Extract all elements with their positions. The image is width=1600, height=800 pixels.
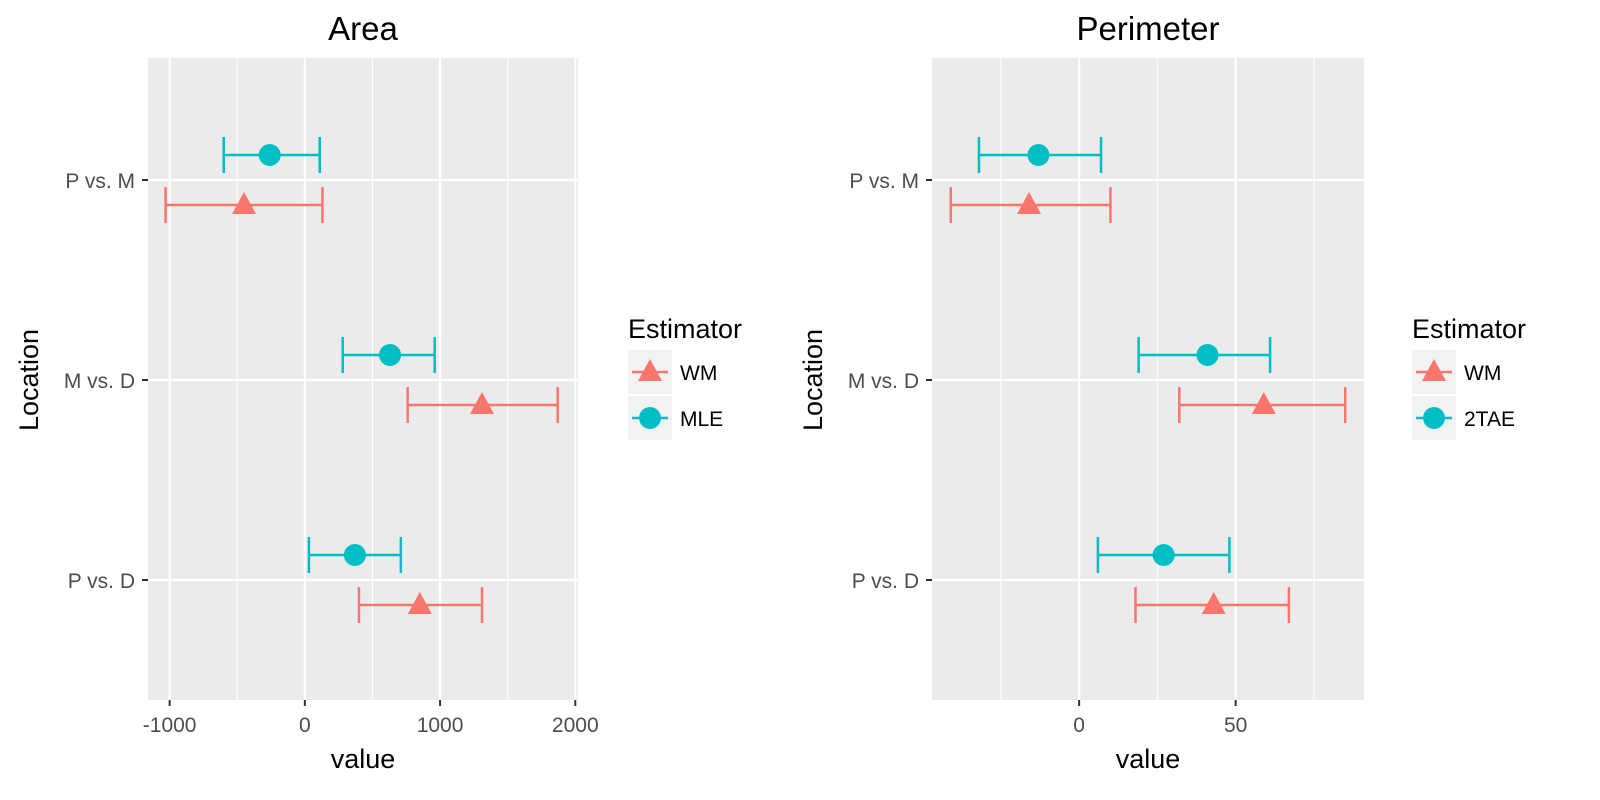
triangle-point — [1251, 392, 1276, 414]
triangle-point — [1201, 592, 1226, 614]
triangle-point — [407, 592, 432, 614]
legend-label: 2TAE — [1464, 408, 1515, 431]
y-axis-title: Location — [798, 329, 828, 431]
y-axis-title: Location — [14, 329, 44, 431]
chart-panel: 0 50 P vs. M M vs. D P vs. D Perimeter value Lo… — [798, 10, 1526, 774]
y-tick-label: M vs. D — [848, 370, 919, 393]
triangle-point — [469, 392, 494, 414]
x-tick-label: 1000 — [417, 714, 464, 737]
legend-label: MLE — [680, 408, 723, 431]
circle-point — [343, 544, 366, 566]
legend: Estimator WM 2TAE — [1412, 314, 1526, 440]
legend-circle-marker — [1423, 407, 1445, 429]
x-tick-label: 0 — [1073, 714, 1085, 737]
legend-label: WM — [1464, 362, 1501, 385]
y-tick-label: M vs. D — [64, 370, 135, 393]
x-axis-title: value — [331, 744, 396, 774]
legend-title: Estimator — [628, 314, 742, 344]
circle-point — [379, 344, 402, 366]
legend: Estimator WM MLE — [628, 314, 742, 440]
triangle-point — [1017, 192, 1042, 214]
chart-title: Perimeter — [1076, 10, 1219, 47]
y-tick-label: P vs. D — [852, 570, 919, 593]
chart-title: Area — [328, 10, 398, 47]
circle-point — [258, 144, 281, 166]
chart-panel: -1000 0 1000 2000 P vs. M M vs. D P vs. D Area v… — [14, 10, 742, 774]
y-tick-label: P vs. D — [68, 570, 135, 593]
legend-title: Estimator — [1412, 314, 1526, 344]
legend-label: WM — [680, 362, 717, 385]
x-tick-label: 0 — [299, 714, 311, 737]
y-tick-label: P vs. M — [65, 170, 135, 193]
y-tick-label: P vs. M — [849, 170, 919, 193]
circle-point — [1196, 344, 1219, 366]
circle-point — [1152, 544, 1175, 566]
triangle-point — [232, 192, 257, 214]
x-tick-label: 2000 — [552, 714, 599, 737]
x-tick-label: -1000 — [143, 714, 197, 737]
legend-triangle-marker — [638, 359, 662, 381]
x-axis-title: value — [1116, 744, 1181, 774]
legend-triangle-marker — [1422, 359, 1446, 381]
circle-point — [1027, 144, 1050, 166]
x-tick-label: 50 — [1224, 714, 1247, 737]
legend-circle-marker — [639, 407, 661, 429]
